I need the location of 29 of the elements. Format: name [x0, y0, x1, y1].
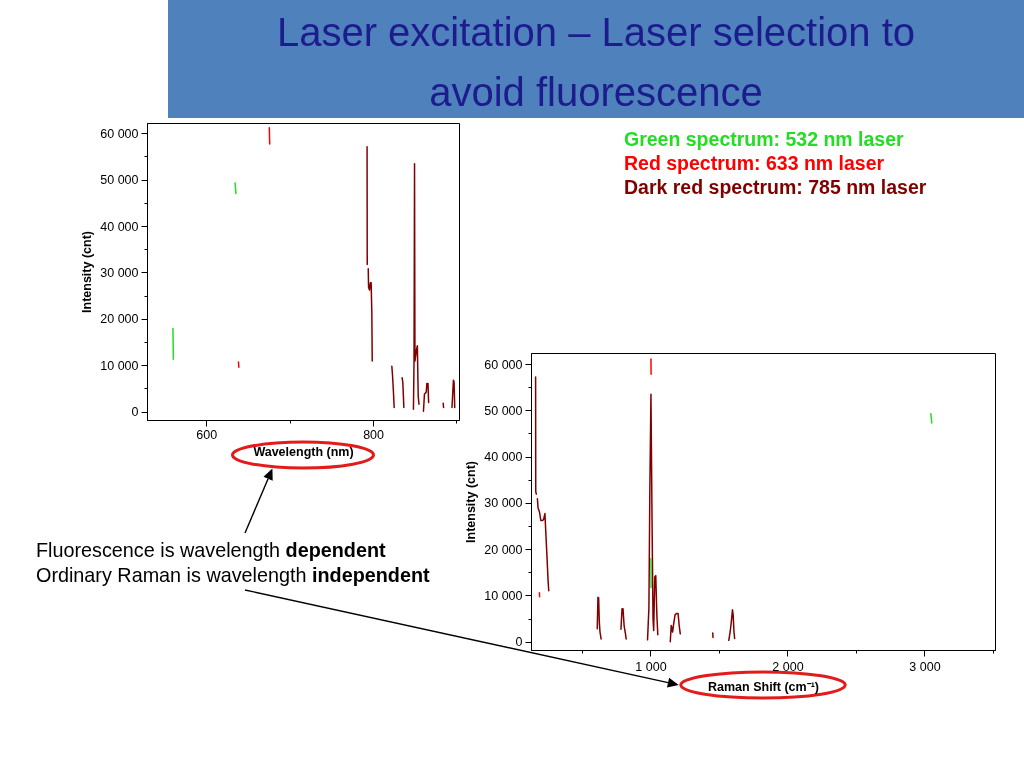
y-axis-title: Intensity (cnt) [464, 461, 479, 543]
y-tick-label: 20 000 [484, 542, 523, 557]
x-tick-label: 3 000 [909, 659, 941, 674]
text: Ordinary Raman is wavelength independent [36, 563, 430, 587]
x-tick-label: 2 000 [772, 659, 804, 674]
y-tick-label: 60 000 [484, 357, 523, 372]
y-tick-label: 10 000 [100, 358, 139, 373]
text: Dark red spectrum: 785 nm laser [624, 175, 927, 199]
x-axis-title: Raman Shift (cm⁻¹) [708, 679, 819, 694]
text: Red spectrum: 633 nm laser [624, 151, 886, 175]
x-axis-title: Wavelength (nm) [253, 444, 354, 459]
y-tick-label: 10 000 [484, 588, 523, 603]
text: Green spectrum: 532 nm laser [624, 127, 905, 151]
y-tick-label: 20 000 [100, 312, 139, 327]
y-tick-label: 30 000 [484, 496, 523, 511]
x-tick-label: 600 [196, 427, 218, 442]
x-tick-label: 800 [363, 427, 385, 442]
y-tick-label: 0 [515, 635, 523, 650]
y-tick-label: 60 000 [100, 126, 139, 141]
y-tick-label: 50 000 [100, 173, 139, 188]
y-axis-title: Intensity (cnt) [80, 231, 95, 313]
x-tick-label: 1 000 [635, 659, 667, 674]
y-tick-label: 30 000 [100, 265, 139, 280]
text: Laser excitation – Laser selection to avoid fluorescence [168, 0, 1024, 118]
y-tick-label: 0 [131, 405, 139, 420]
y-tick-label: 50 000 [484, 403, 523, 418]
y-tick-label: 40 000 [100, 219, 139, 234]
text: Fluorescence is wavelength dependent [36, 538, 386, 562]
y-tick-label: 40 000 [484, 450, 523, 465]
